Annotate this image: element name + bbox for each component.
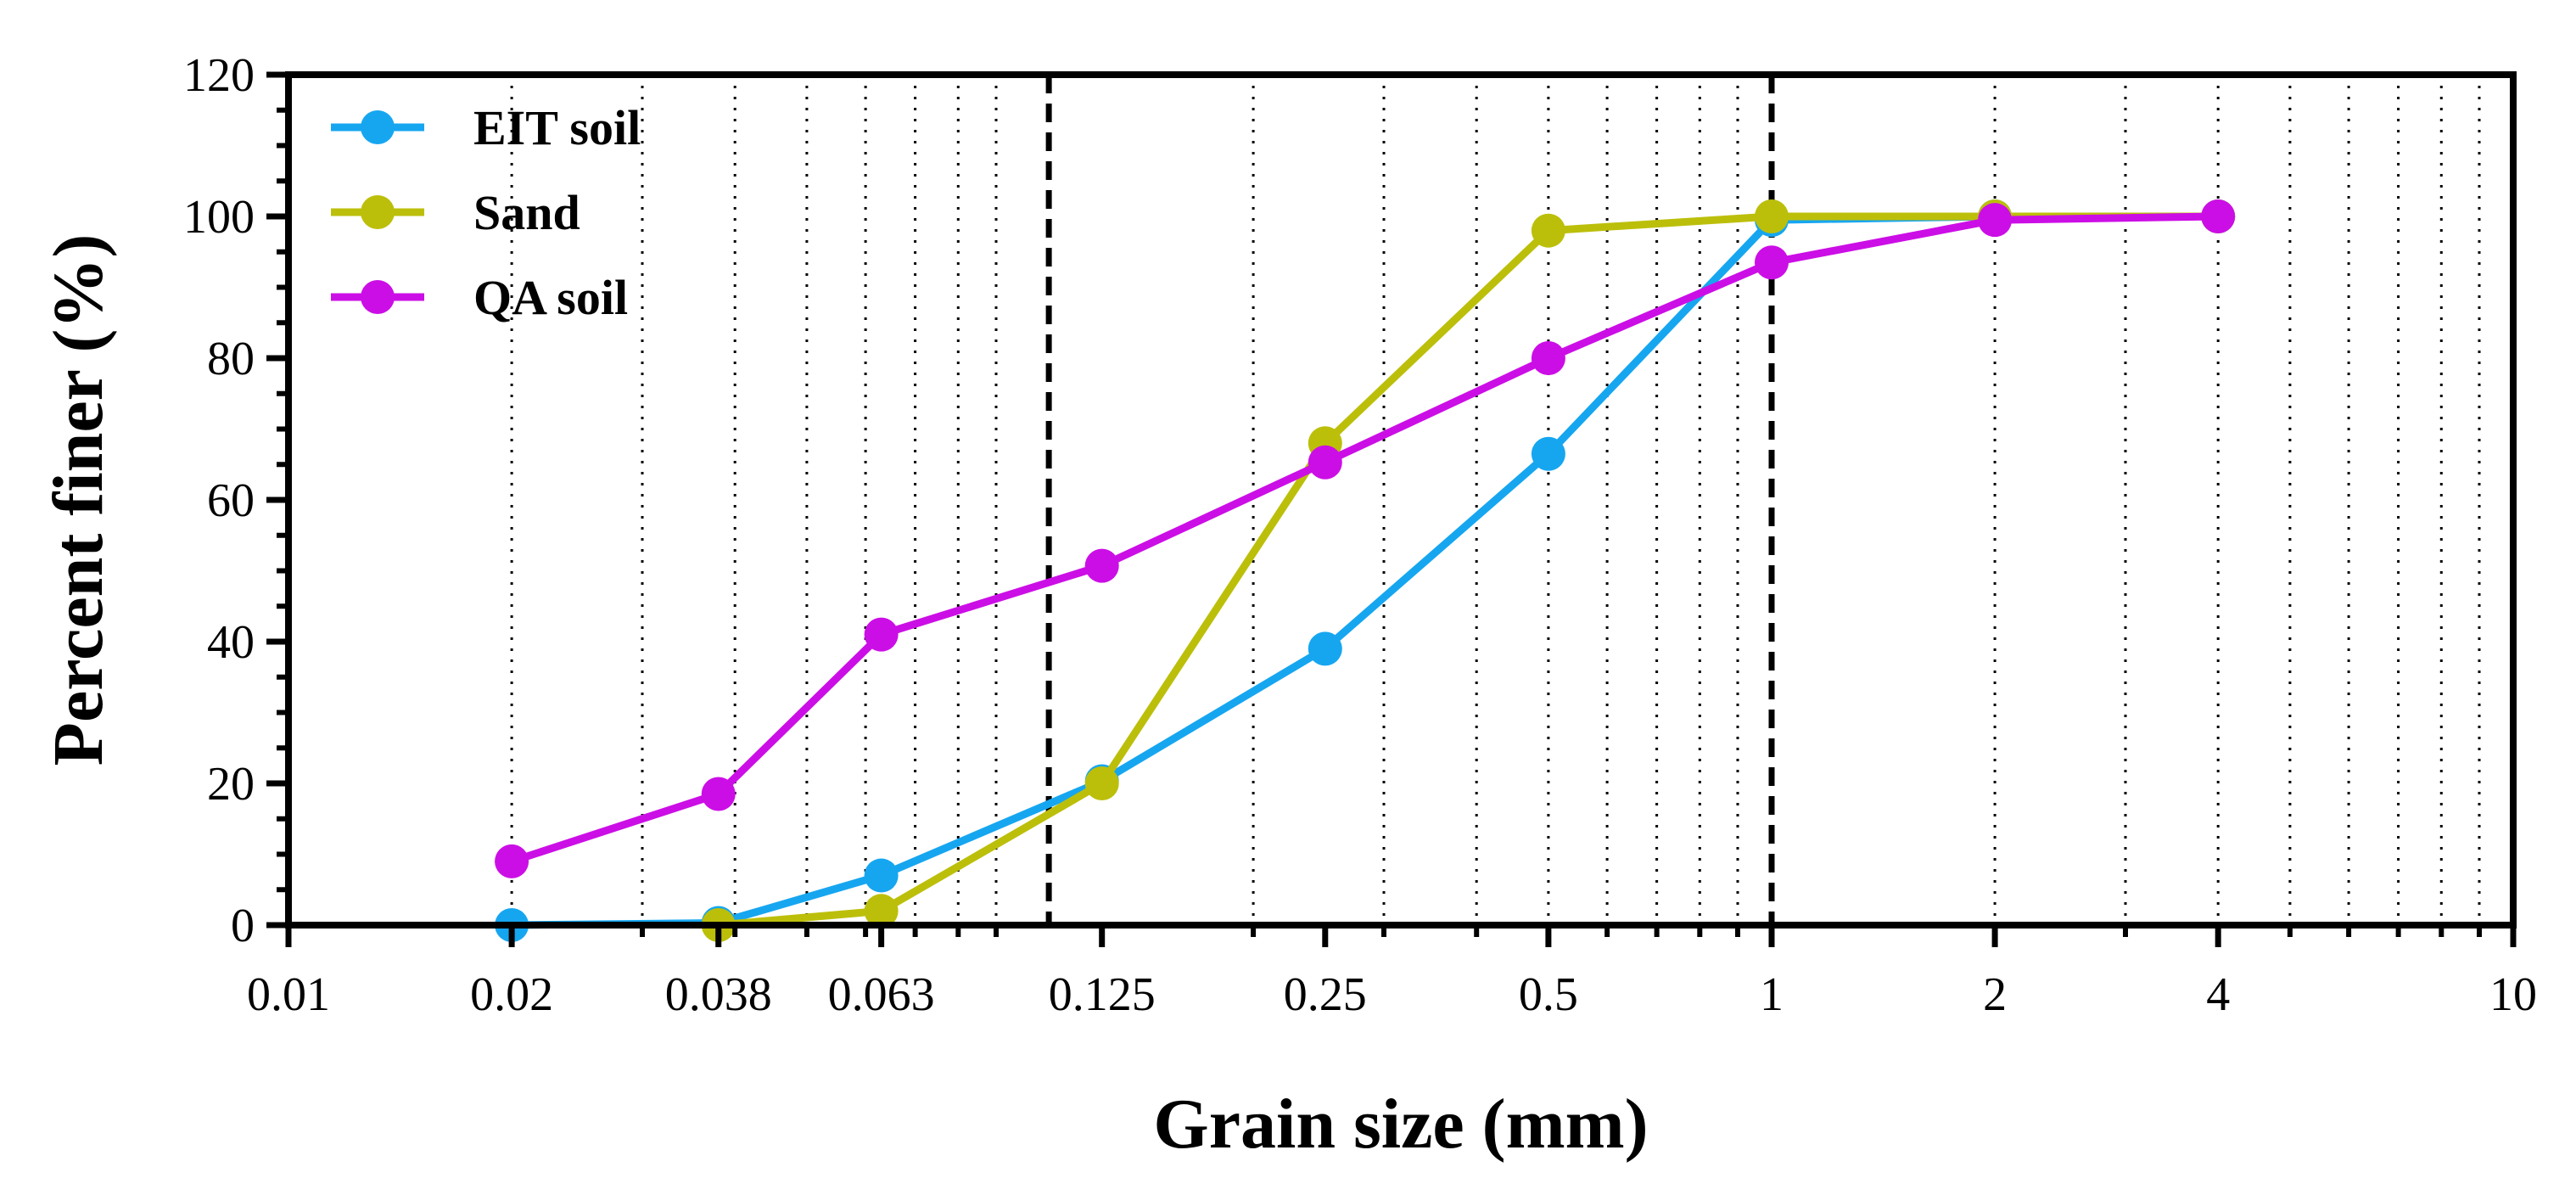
series-eit-soil xyxy=(495,199,2236,942)
y-tick-label: 120 xyxy=(183,49,255,102)
data-point xyxy=(1531,436,1565,471)
x-tick-label: 10 xyxy=(2489,968,2537,1021)
x-tick-label: 4 xyxy=(2206,968,2230,1021)
legend-marker xyxy=(361,195,395,229)
legend-marker xyxy=(361,280,395,314)
data-point xyxy=(864,858,899,893)
x-tick-label: 0.02 xyxy=(470,968,553,1021)
x-tick-label: 1 xyxy=(1760,968,1784,1021)
data-point xyxy=(2201,199,2236,233)
tick-layer: 0 20 40 60 80 100 120 0.01 0.02 0.038 0.063 0.125 0.… xyxy=(183,49,2537,1021)
x-tick-label: 0.01 xyxy=(247,968,330,1021)
legend-item: Sand xyxy=(331,185,580,240)
series-line xyxy=(512,212,2219,929)
y-tick-label: 100 xyxy=(183,191,255,244)
data-point xyxy=(1978,203,2013,238)
legend-marker xyxy=(361,110,395,144)
y-tick-label: 0 xyxy=(231,900,255,952)
plot-frame xyxy=(285,71,2517,929)
series-layer xyxy=(495,199,2236,942)
legend: EIT soil Sand QA soil xyxy=(331,100,641,325)
x-tick-label: 2 xyxy=(1983,968,2007,1021)
data-point xyxy=(1308,631,1342,666)
x-tick-label: 0.125 xyxy=(1049,968,1156,1021)
y-tick-label: 80 xyxy=(207,333,255,385)
data-point xyxy=(1084,766,1119,800)
x-axis-title: Grain size (mm) xyxy=(1153,1085,1648,1164)
data-point xyxy=(1755,245,1789,280)
grid-layer xyxy=(510,75,2481,925)
data-point xyxy=(495,844,529,878)
data-point xyxy=(1308,445,1342,480)
x-tick-label: 0.038 xyxy=(665,968,772,1021)
data-point xyxy=(701,777,736,811)
series-qa-soil xyxy=(495,199,2236,878)
series-sand xyxy=(701,199,2236,942)
y-tick-label: 20 xyxy=(207,758,255,811)
legend-item: QA soil xyxy=(331,270,628,325)
data-point xyxy=(1084,548,1119,583)
x-tick-label: 0.5 xyxy=(1519,968,1578,1021)
data-point xyxy=(1531,341,1565,375)
x-tick-label: 0.25 xyxy=(1284,968,1367,1021)
reference-lines xyxy=(1045,75,1775,925)
series-line xyxy=(510,212,2219,866)
y-tick-label: 60 xyxy=(207,474,255,527)
legend-label: EIT soil xyxy=(473,100,641,155)
data-point xyxy=(864,617,899,652)
y-tick-label: 40 xyxy=(207,616,255,669)
series-line xyxy=(718,212,2219,929)
legend-item: EIT soil xyxy=(331,100,641,155)
data-point xyxy=(864,894,899,929)
legend-label: QA soil xyxy=(473,270,628,325)
data-point xyxy=(1755,199,1789,233)
x-tick-label: 0.063 xyxy=(828,968,935,1021)
y-axis-title: Percent finer (%) xyxy=(39,234,118,766)
data-point xyxy=(1531,213,1565,248)
legend-label: Sand xyxy=(473,185,580,240)
